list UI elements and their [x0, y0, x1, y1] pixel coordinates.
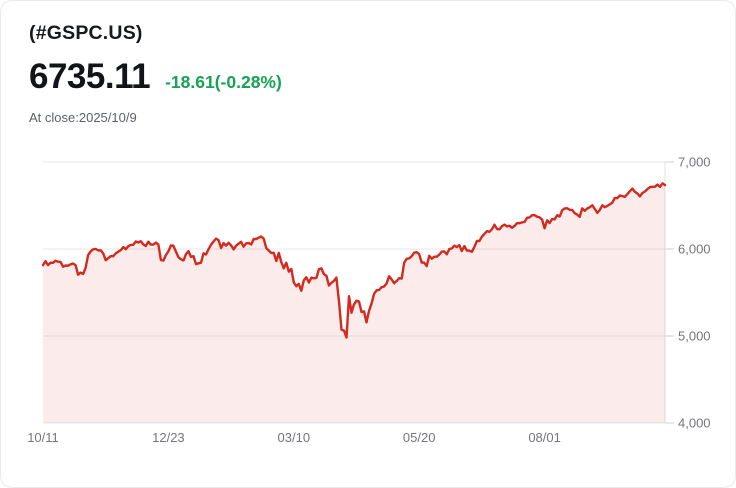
- y-axis-label: 6,000: [678, 242, 711, 257]
- y-axis-label: 7,000: [678, 155, 711, 170]
- last-price: 6735.11: [29, 57, 151, 96]
- x-axis-label: 08/01: [528, 430, 561, 445]
- price-area-fill: [43, 183, 665, 423]
- x-axis-label: 10/11: [27, 430, 59, 445]
- y-axis-label: 5,000: [678, 329, 711, 344]
- close-timestamp: At close:2025/10/9: [29, 110, 137, 125]
- x-axis-label: 03/10: [278, 430, 311, 445]
- x-axis-label: 05/20: [403, 430, 436, 445]
- price-row: 6735.11 -18.61(-0.28%): [29, 58, 707, 101]
- price-chart-canvas[interactable]: 7,000 6,000 5,000 4,000 10/11 12/23 03/10 05/20…: [1, 146, 736, 476]
- chart-area: 7,000 6,000 5,000 4,000 10/11 12/23 03/10 05/20…: [1, 146, 735, 481]
- x-axis-label: 12/23: [152, 430, 185, 445]
- y-axis-label: 4,000: [678, 416, 711, 431]
- price-change: -18.61(-0.28%): [165, 72, 282, 92]
- symbol-title: (#GSPC.US): [29, 22, 143, 44]
- price-line: [41, 182, 667, 339]
- quote-header: (#GSPC.US) 6735.11 -18.61(-0.28%) At clo…: [1, 1, 735, 126]
